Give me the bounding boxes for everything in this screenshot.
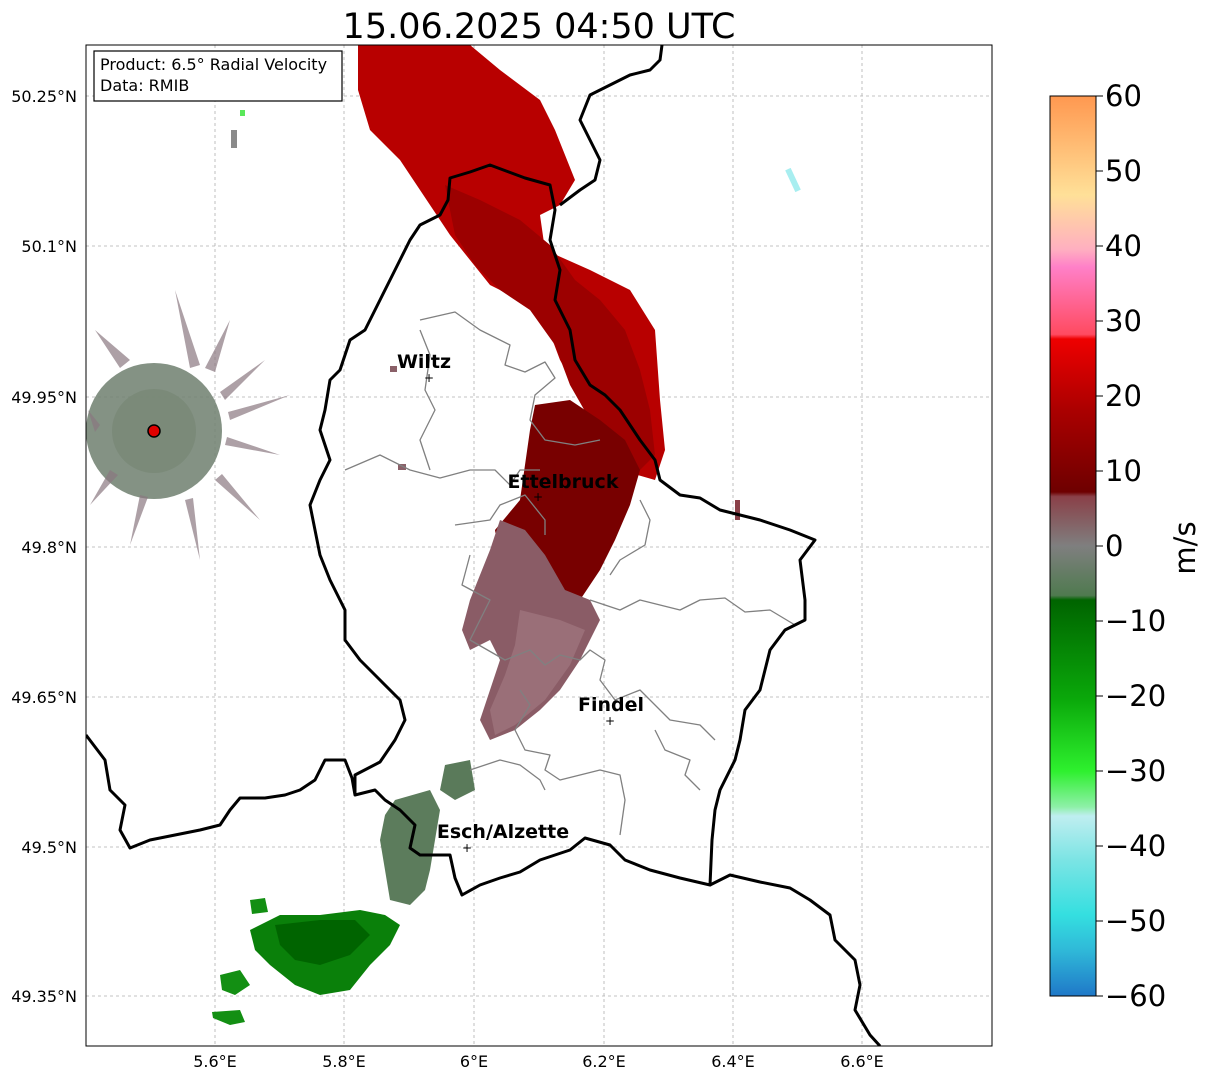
city-esch-alzette: Esch/Alzette +	[437, 821, 569, 855]
luxembourg-border	[308, 163, 817, 897]
y-tick-label: 50.25°N	[11, 87, 77, 106]
echo-spurious-cyan	[785, 167, 801, 193]
city-label-ettelbruck: Ettelbruck	[508, 471, 619, 493]
echo-green-speckles	[212, 898, 268, 1025]
city-marker-esch-alzette: +	[462, 841, 472, 855]
city-label-findel: Findel	[578, 694, 644, 716]
colorbar-tick-label: 20	[1105, 379, 1142, 413]
colorbar-tick-label: 10	[1105, 454, 1142, 488]
city-findel: Findel +	[578, 694, 644, 728]
country-borders	[86, 45, 882, 1046]
city-marker-wiltz: +	[424, 371, 434, 385]
x-tick-label: 6°E	[460, 1052, 488, 1071]
echo-spurious-1	[231, 130, 237, 148]
fr-be-border	[86, 734, 357, 850]
echo-spurious-2	[240, 110, 245, 116]
colorbar-tick-label: 0	[1105, 529, 1123, 563]
y-axis-ticks: 50.25°N 50.1°N 49.95°N 49.8°N 49.65°N 49…	[11, 87, 77, 1006]
colorbar-tick-label: −20	[1105, 679, 1166, 713]
x-axis-ticks: 5.6°E 5.8°E 6°E 6.2°E 6.4°E 6.6°E	[193, 1052, 884, 1071]
y-tick-label: 49.95°N	[11, 388, 77, 407]
city-wiltz: Wiltz +	[397, 351, 451, 385]
colorbar-tick-label: 30	[1105, 304, 1142, 338]
echo-mauve-light	[490, 610, 585, 735]
info-box: Product: 6.5° Radial Velocity Data: RMIB	[93, 50, 343, 102]
info-data-source: Data: RMIB	[100, 76, 189, 95]
info-product: Product: 6.5° Radial Velocity	[100, 55, 327, 74]
y-tick-label: 49.35°N	[11, 987, 77, 1006]
colorbar-tick-label: 50	[1105, 154, 1142, 188]
cities: Wiltz + Ettelbruck + Findel + Esch/Alzet…	[397, 351, 644, 855]
colorbar-unit-label: m/s	[1168, 521, 1202, 574]
colorbar-ticks: 60 50 40 30 20 10 0 −10 −20 −30 −40 −50 …	[1096, 79, 1166, 1013]
radar-site-marker	[147, 424, 161, 438]
city-label-wiltz: Wiltz	[397, 351, 451, 373]
city-marker-findel: +	[605, 714, 615, 728]
map-content: Wiltz + Ettelbruck + Findel + Esch/Alzet…	[86, 45, 992, 1046]
colorbar-tick-label: −30	[1105, 754, 1166, 788]
fr-de-border	[709, 873, 882, 1046]
colorbar-tick-label: −60	[1105, 979, 1166, 1013]
de-be-border	[559, 45, 664, 207]
x-tick-label: 6.2°E	[582, 1052, 626, 1071]
map-panel: Wiltz + Ettelbruck + Findel + Esch/Alzet…	[11, 44, 993, 1071]
city-ettelbruck: Ettelbruck +	[508, 471, 619, 504]
colorbar-tick-label: −10	[1105, 604, 1166, 638]
colorbar-tick-label: 40	[1105, 229, 1142, 263]
y-tick-label: 49.5°N	[21, 838, 77, 857]
x-tick-label: 6.6°E	[840, 1052, 884, 1071]
y-tick-label: 49.65°N	[11, 688, 77, 707]
echo-greygreen-south	[440, 760, 475, 800]
map-frame	[85, 44, 993, 1047]
colorbar-tick-label: −40	[1105, 829, 1166, 863]
echo-receding-band-core	[445, 185, 655, 470]
velocity-echoes	[86, 45, 801, 1025]
colorbar-scale	[1049, 95, 1097, 997]
x-tick-label: 5.6°E	[193, 1052, 237, 1071]
city-marker-ettelbruck: +	[533, 490, 543, 504]
y-tick-label: 49.8°N	[21, 538, 77, 557]
colorbar-tick-label: −50	[1105, 904, 1166, 938]
echo-clutter-spokes	[88, 290, 290, 560]
y-tick-label: 50.1°N	[21, 237, 77, 256]
echo-darkgreen-core	[275, 920, 370, 965]
colorbar: 60 50 40 30 20 10 0 −10 −20 −30 −40 −50 …	[1049, 79, 1202, 1013]
echo-spurious-5	[398, 464, 406, 470]
canton-borders	[344, 311, 796, 836]
x-tick-label: 6.4°E	[711, 1052, 755, 1071]
echo-spurious-3	[735, 500, 740, 520]
map-title: 15.06.2025 04:50 UTC	[343, 7, 736, 47]
x-tick-label: 5.8°E	[322, 1052, 366, 1071]
city-label-esch-alzette: Esch/Alzette	[437, 821, 569, 843]
echo-spurious-4	[390, 366, 397, 372]
colorbar-tick-label: 60	[1105, 79, 1142, 113]
